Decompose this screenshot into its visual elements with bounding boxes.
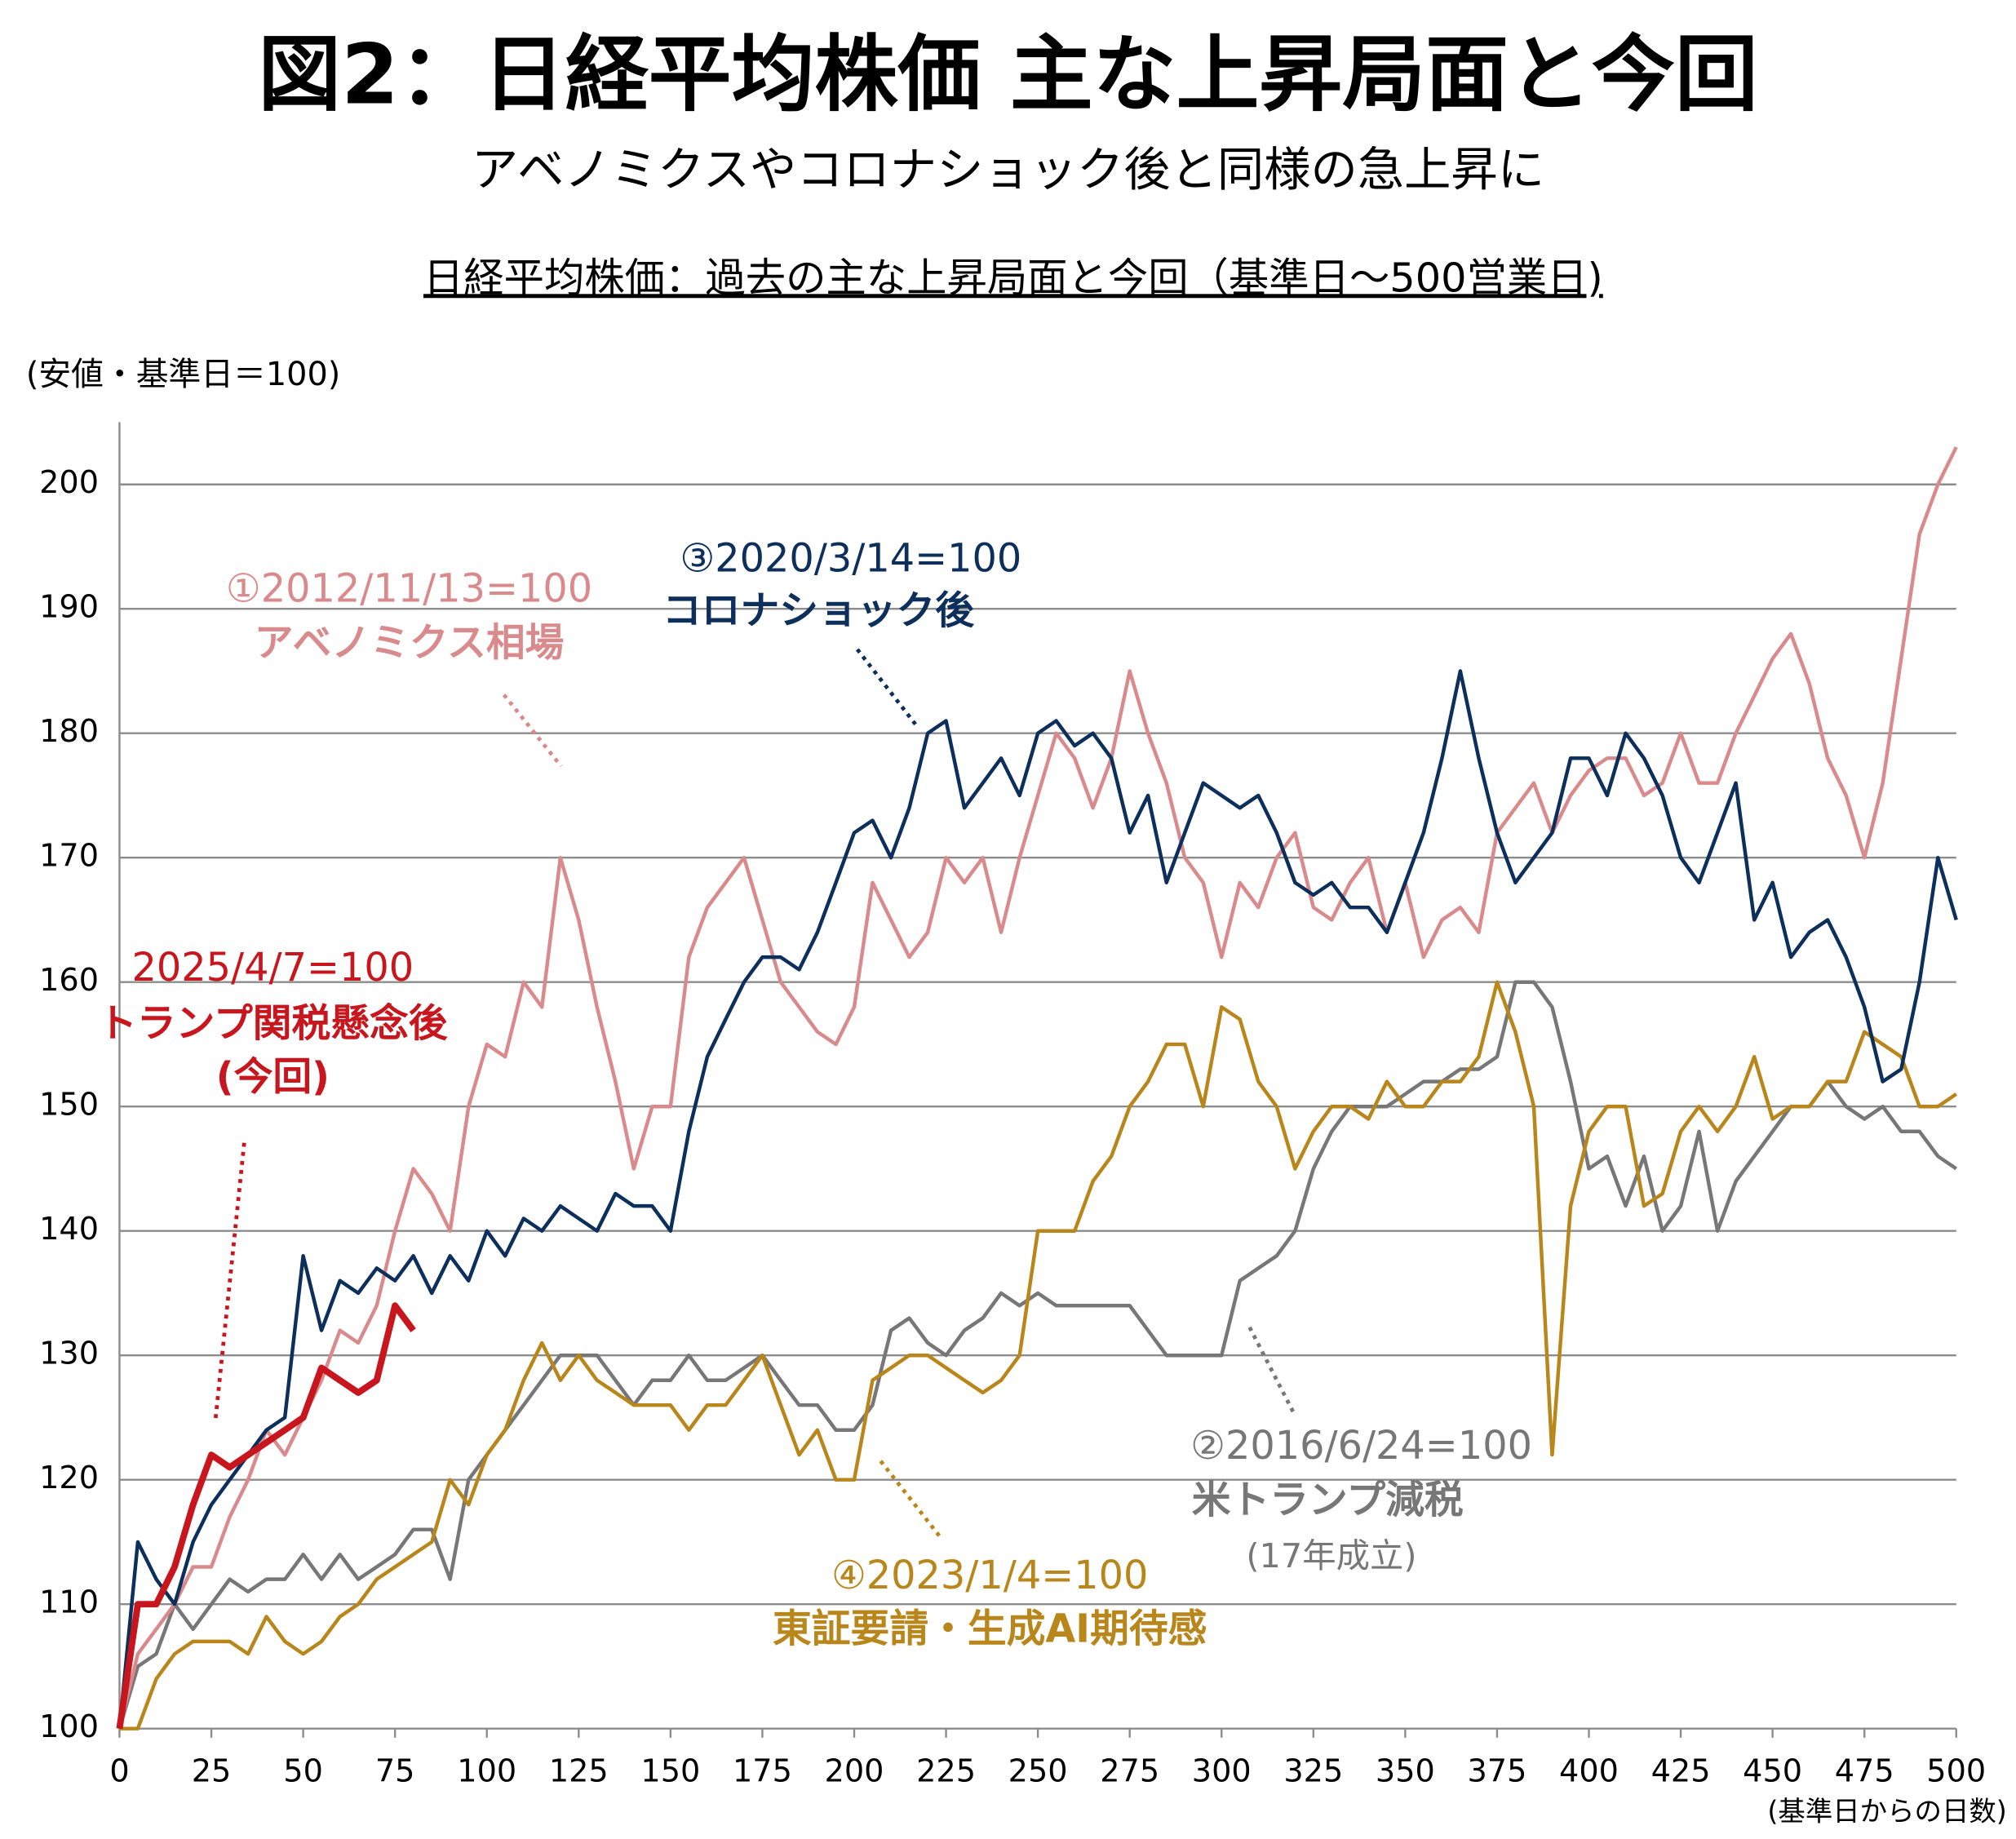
annotation-leader: [1247, 1326, 1297, 1417]
x-tick-label: 50: [283, 1753, 323, 1789]
plot-title: 日経平均株価：過去の主な上昇局面と今回（基準日～500営業日): [423, 254, 1603, 301]
x-tick-label: 75: [375, 1753, 415, 1789]
annotation: ③2020/3/14=100: [680, 537, 1021, 582]
x-tick-label: 425: [1651, 1753, 1711, 1789]
x-tick-label: 475: [1835, 1753, 1894, 1789]
x-tick-label: 325: [1283, 1753, 1343, 1789]
x-tick-label: 400: [1559, 1753, 1619, 1789]
x-tick-label: 275: [1100, 1753, 1159, 1789]
annotation-leader: [213, 1142, 246, 1419]
x-tick-label: 100: [457, 1753, 516, 1789]
x-tick-label: 450: [1743, 1753, 1802, 1789]
annotation: コロナショック後: [662, 588, 975, 633]
chart-subtitle: アベノミクスやコロナショック後と同様の急上昇に: [472, 142, 1544, 197]
annotation: (17年成立): [1246, 1536, 1416, 1575]
annotation: ②2016/6/24=100: [1190, 1424, 1532, 1469]
annotation: 東証要請・生成AI期待感: [773, 1606, 1207, 1651]
x-tick-label: 300: [1192, 1753, 1252, 1789]
series-line: [119, 980, 1958, 1730]
chart-title: 図2：日経平均株価 主な上昇局面と今回: [258, 27, 1757, 124]
y-tick-label: 130: [39, 1336, 99, 1372]
annotation-leader: [879, 1460, 944, 1540]
y-axis-label: (安値・基準日＝100): [26, 356, 340, 393]
x-tick-label: 500: [1926, 1753, 1986, 1789]
series-line: [117, 446, 1958, 1730]
x-tick-label: 250: [1008, 1753, 1068, 1789]
x-tick-label: 125: [549, 1753, 609, 1789]
x-tick-label: 225: [916, 1753, 976, 1789]
series-line: [116, 1302, 416, 1730]
annotation-leader: [502, 694, 563, 768]
y-tick-label: 100: [39, 1709, 99, 1745]
y-tick-label: 160: [39, 963, 99, 999]
x-tick-label: 375: [1467, 1753, 1526, 1789]
x-axis-label: (基準日からの日数): [1767, 1796, 2006, 1828]
series-line: [117, 980, 1958, 1730]
x-tick-label: 25: [192, 1753, 232, 1789]
annotation: 2025/4/7=100: [132, 946, 414, 990]
x-tick-label: 0: [109, 1753, 129, 1789]
y-tick-label: 110: [39, 1585, 99, 1621]
x-tick-label: 150: [640, 1753, 700, 1789]
y-tick-label: 120: [39, 1460, 99, 1496]
annotation: アベノミクス相場: [255, 621, 565, 666]
y-tick-label: 190: [39, 590, 99, 626]
y-tick-label: 150: [39, 1088, 99, 1123]
annotation: ④2023/1/4=100: [831, 1553, 1148, 1598]
y-tick-label: 170: [39, 839, 99, 875]
y-tick-label: 140: [39, 1212, 99, 1247]
annotation-leader: [855, 648, 918, 726]
annotation: ①2012/11/13=100: [226, 566, 592, 611]
y-tick-label: 180: [39, 714, 99, 750]
annotation: トランプ関税懸念後: [98, 1002, 449, 1047]
x-tick-label: 200: [825, 1753, 884, 1789]
series-line: [117, 669, 1958, 1729]
annotation: 米トランプ減税: [1192, 1478, 1464, 1523]
x-tick-label: 175: [733, 1753, 792, 1789]
x-tick-label: 350: [1376, 1753, 1435, 1789]
y-tick-label: 200: [39, 465, 99, 501]
annotation: (今回): [216, 1055, 330, 1100]
